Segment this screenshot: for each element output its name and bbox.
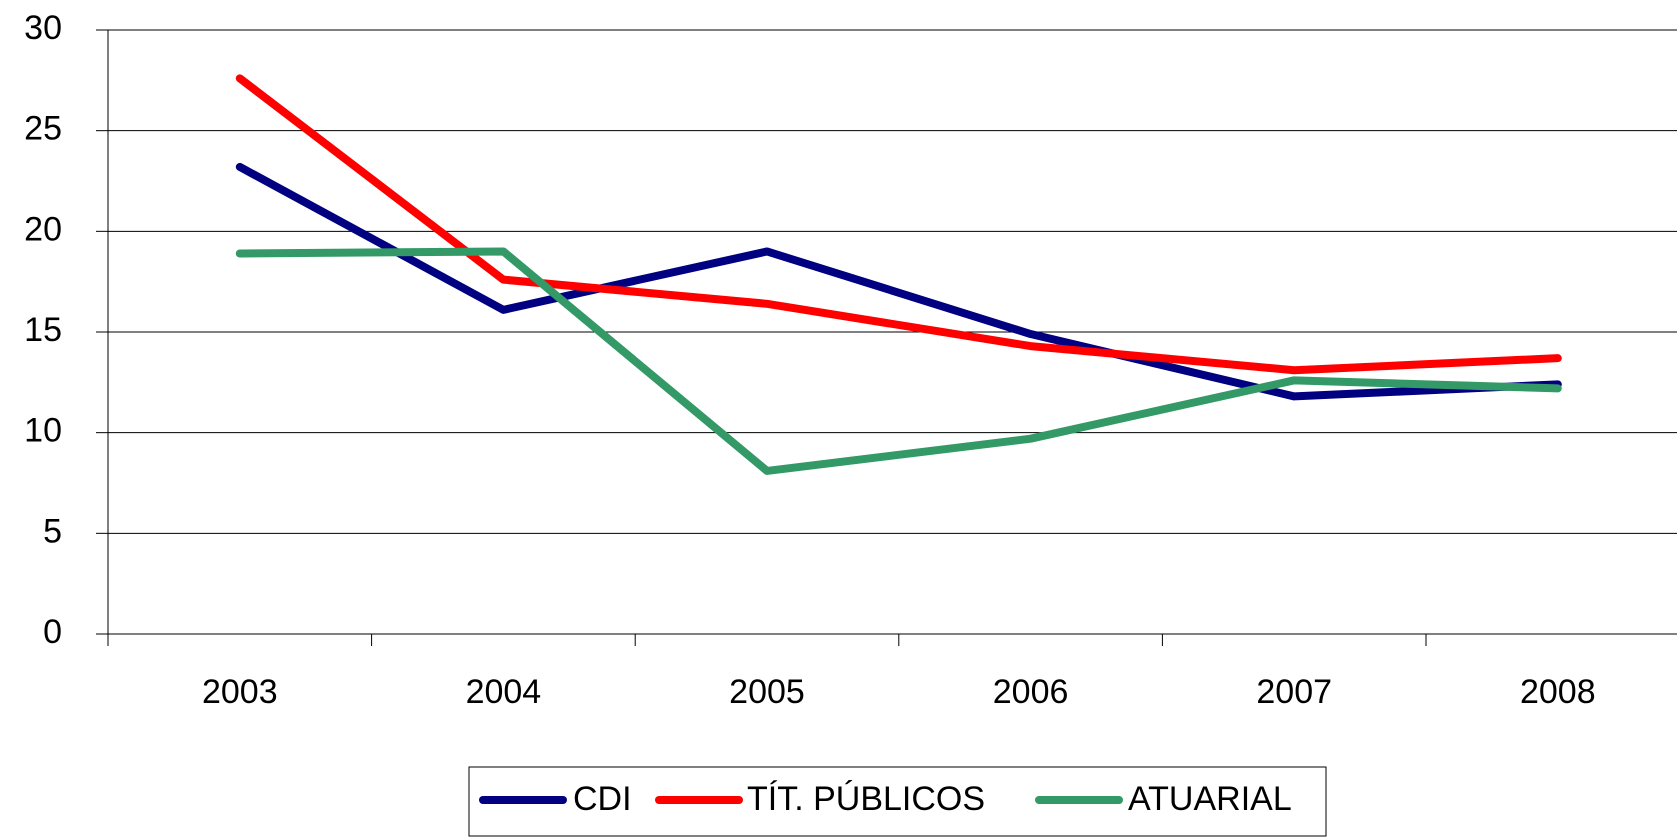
y-tick-label: 15: [24, 311, 62, 349]
x-tick-label: 2005: [729, 673, 805, 711]
legend-label: ATUARIAL: [1128, 780, 1292, 818]
x-tick-label: 2007: [1256, 673, 1332, 711]
x-tick-label: 2003: [202, 673, 278, 711]
series-line: [235, 247, 1562, 475]
x-tick-label: 2006: [993, 673, 1069, 711]
y-tick-label: 0: [43, 613, 62, 651]
y-tick-label: 20: [24, 210, 62, 248]
y-tick-label: 10: [24, 412, 62, 450]
y-tick-label: 30: [24, 9, 62, 47]
legend-label: TÍT. PÚBLICOS: [747, 780, 985, 818]
series-line: [235, 162, 1562, 401]
x-tick-label: 2004: [466, 673, 542, 711]
series-line: [235, 74, 1562, 375]
legend-box: [468, 766, 1327, 837]
legend-label: CDI: [573, 780, 632, 818]
y-tick-label: 5: [43, 512, 62, 550]
x-tick-label: 2008: [1520, 673, 1596, 711]
y-tick-label: 25: [24, 110, 62, 148]
